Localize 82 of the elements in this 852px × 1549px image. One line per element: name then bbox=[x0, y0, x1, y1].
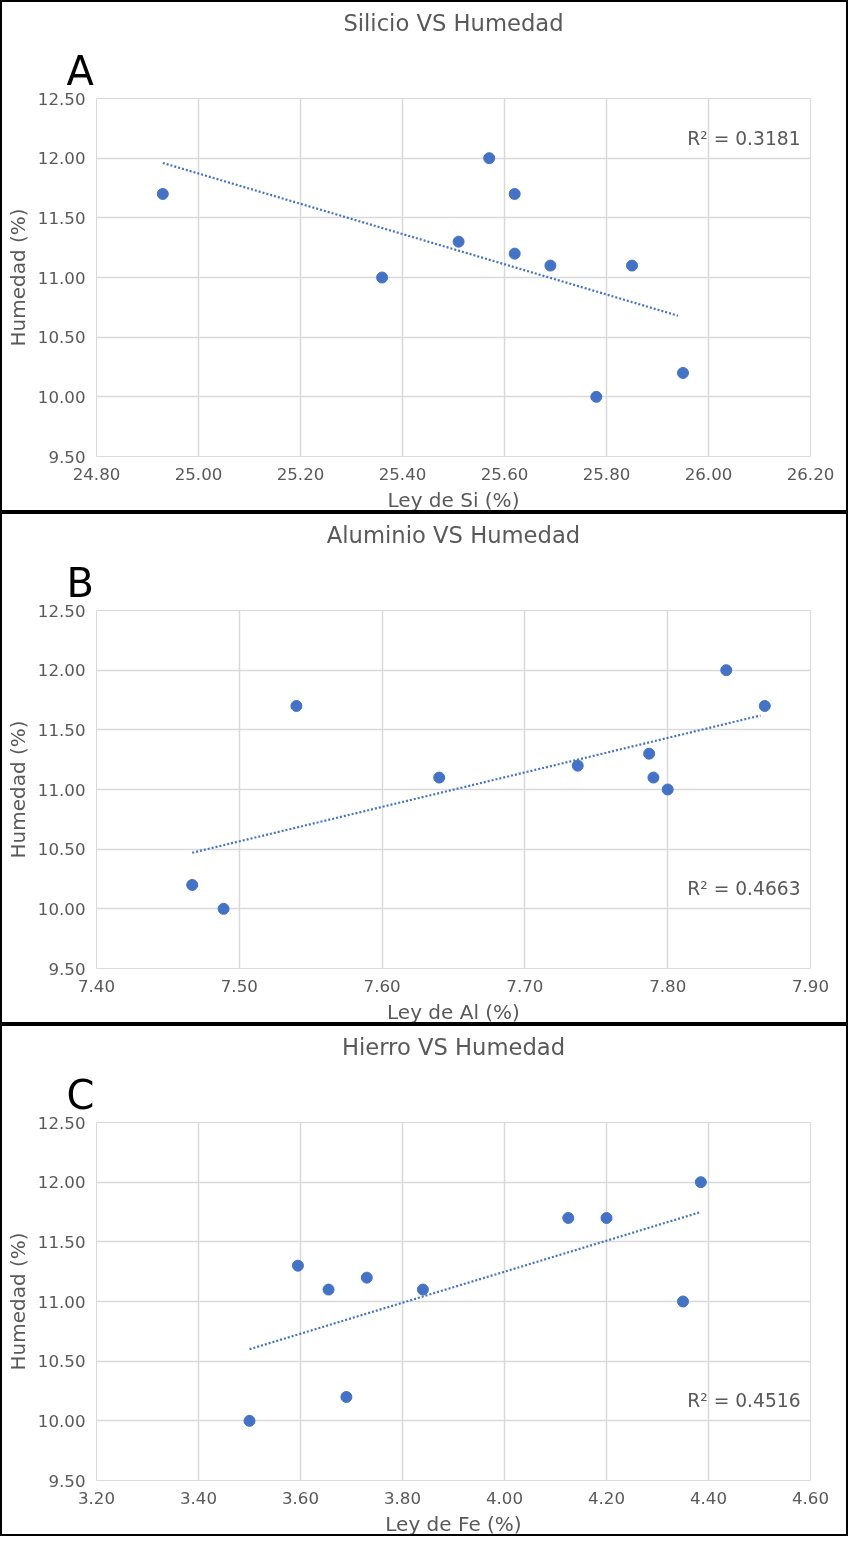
point bbox=[643, 747, 656, 760]
chart-title: Aluminio VS Humedad bbox=[326, 521, 581, 548]
point bbox=[376, 271, 389, 284]
y-tick-label: 12.00 bbox=[37, 1173, 86, 1193]
point bbox=[626, 259, 638, 272]
annotation: R² = 0.4516 bbox=[687, 1389, 801, 1411]
x-tick-label: 26.20 bbox=[786, 464, 835, 484]
point bbox=[156, 187, 169, 200]
point bbox=[186, 878, 199, 891]
point bbox=[508, 187, 521, 200]
x-axis-title: Ley de Si (%) bbox=[387, 487, 520, 512]
point bbox=[243, 1414, 256, 1427]
point bbox=[290, 699, 303, 712]
annotation: R² = 0.3181 bbox=[687, 127, 801, 149]
y-axis-title: Humedad (%) bbox=[5, 208, 30, 347]
y-tick-label: 9.50 bbox=[48, 447, 86, 467]
x-tick-label: 25.00 bbox=[174, 464, 223, 484]
y-tick-label: 10.00 bbox=[37, 1411, 86, 1431]
y-tick-label: 11.00 bbox=[37, 1292, 86, 1312]
x-tick-label: 25.60 bbox=[480, 464, 529, 484]
point bbox=[661, 783, 674, 796]
point bbox=[600, 1211, 613, 1224]
point bbox=[590, 390, 603, 403]
y-axis-title: Humedad (%) bbox=[5, 720, 30, 859]
chart-title: Silicio VS Humedad bbox=[343, 9, 564, 36]
chart-title: Hierro VS Humedad bbox=[341, 1033, 566, 1060]
point bbox=[720, 664, 733, 677]
x-tick-label: 25.80 bbox=[582, 464, 631, 484]
y-tick-label: 9.50 bbox=[48, 1471, 86, 1491]
x-tick-label: 3.40 bbox=[179, 1488, 218, 1508]
x-axis-title: Ley de Fe (%) bbox=[385, 1511, 522, 1536]
x-tick-label: 7.60 bbox=[363, 976, 401, 996]
point bbox=[483, 152, 496, 165]
point bbox=[677, 1295, 689, 1308]
point bbox=[508, 247, 521, 260]
y-tick-label: 10.00 bbox=[37, 387, 86, 407]
x-tick-label: 25.40 bbox=[378, 464, 427, 484]
x-tick-label: 26.00 bbox=[684, 464, 733, 484]
x-axis-title: Ley de Al (%) bbox=[387, 999, 520, 1024]
y-tick-label: 12.00 bbox=[37, 661, 86, 681]
y-axis-title: Humedad (%) bbox=[5, 1232, 30, 1371]
x-tick-label: 4.40 bbox=[689, 1488, 728, 1508]
point bbox=[562, 1211, 575, 1224]
point bbox=[677, 366, 689, 379]
point bbox=[647, 771, 660, 784]
x-tick-label: 7.70 bbox=[506, 976, 544, 996]
x-tick-label: 4.20 bbox=[587, 1488, 626, 1508]
x-tick-label: 24.80 bbox=[72, 464, 121, 484]
point bbox=[217, 902, 230, 915]
y-tick-label: 11.00 bbox=[37, 268, 86, 288]
y-tick-label: 11.50 bbox=[37, 720, 86, 740]
y-tick-label: 10.50 bbox=[37, 328, 86, 348]
x-tick-label: 4.00 bbox=[485, 1488, 524, 1508]
y-tick-label: 10.50 bbox=[37, 840, 86, 860]
y-tick-label: 9.50 bbox=[48, 959, 86, 979]
point bbox=[452, 235, 465, 248]
y-tick-label: 11.50 bbox=[37, 208, 86, 228]
x-tick-label: 25.20 bbox=[276, 464, 325, 484]
point bbox=[291, 1259, 304, 1272]
x-tick-label: 7.50 bbox=[220, 976, 258, 996]
x-tick-label: 7.40 bbox=[77, 976, 116, 996]
point bbox=[340, 1390, 353, 1403]
x-tick-label: 3.80 bbox=[383, 1488, 422, 1508]
y-tick-label: 12.00 bbox=[37, 149, 86, 169]
y-tick-label: 10.00 bbox=[37, 899, 86, 919]
y-tick-label: 11.50 bbox=[37, 1232, 86, 1252]
point bbox=[571, 759, 584, 772]
x-tick-label: 3.60 bbox=[281, 1488, 320, 1508]
point bbox=[694, 1176, 707, 1189]
y-tick-label: 11.00 bbox=[37, 780, 86, 800]
x-tick-label: 4.60 bbox=[791, 1488, 830, 1508]
point bbox=[433, 771, 446, 784]
point bbox=[544, 259, 557, 272]
x-tick-label: 7.90 bbox=[791, 976, 830, 996]
point bbox=[322, 1283, 335, 1296]
x-tick-label: 3.20 bbox=[77, 1488, 116, 1508]
annotation: R² = 0.4663 bbox=[687, 877, 801, 899]
y-tick-label: 10.50 bbox=[37, 1352, 86, 1372]
point bbox=[758, 699, 771, 712]
point bbox=[360, 1271, 373, 1284]
point bbox=[416, 1283, 429, 1296]
x-tick-label: 7.80 bbox=[649, 976, 687, 996]
